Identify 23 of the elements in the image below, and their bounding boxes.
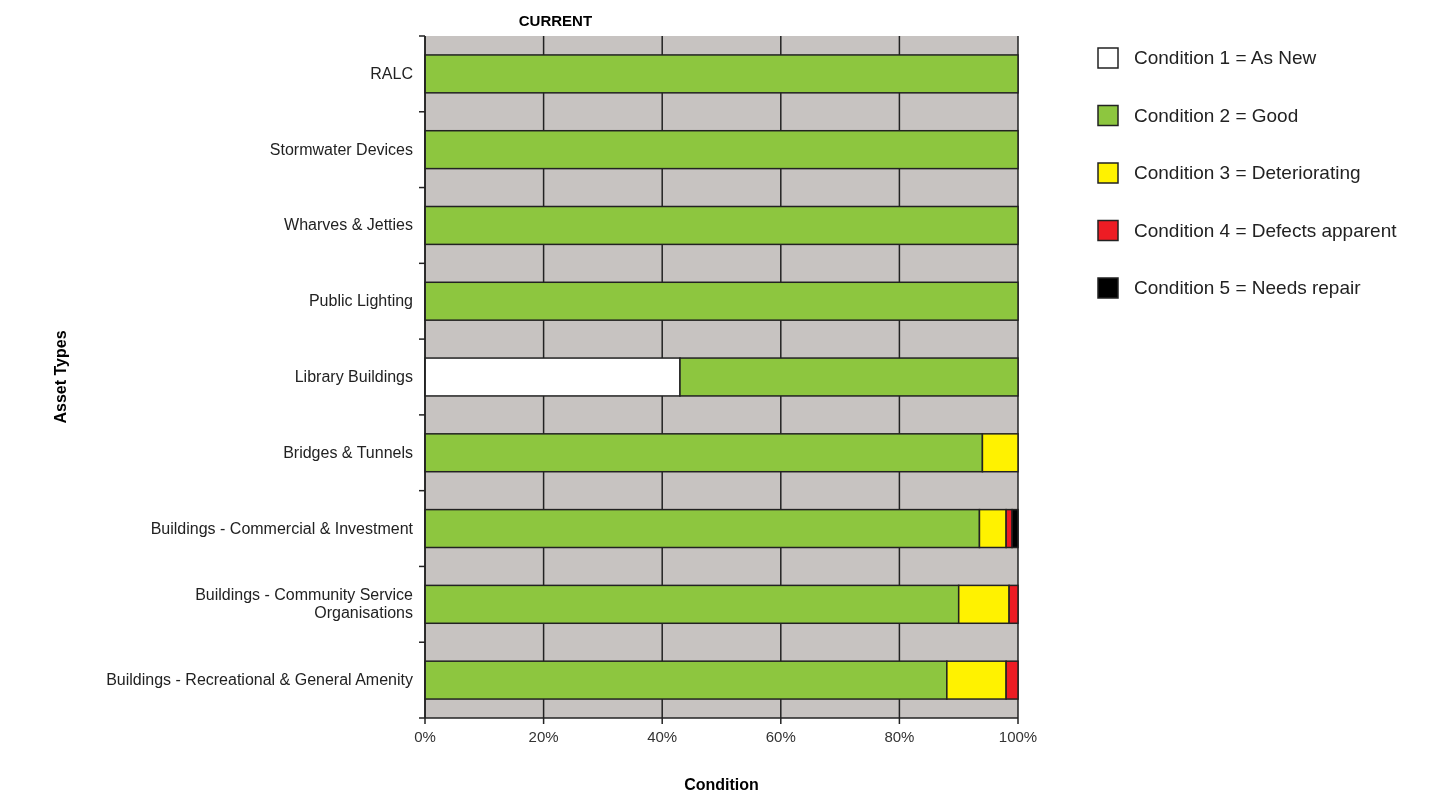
legend-label: Condition 4 = Defects apparent (1134, 219, 1398, 241)
y-tick-label: Library Buildings (294, 368, 413, 385)
x-tick-label: 20% (528, 728, 559, 745)
y-tick-label: Buildings - Community Service Organisations (195, 586, 414, 622)
chart-title: CURRENT (518, 12, 593, 29)
legend-label: Condition 3 = Deteriorating (1134, 162, 1361, 183)
y-tick-label: RALC (370, 64, 413, 82)
y-tick-label: Buildings - Commercial & Investment (150, 519, 414, 537)
y-tick-label: Public Lighting (308, 292, 413, 310)
y-tick-label: Stormwater Devices (269, 140, 413, 158)
y-tick-label: Wharves & Jetties (284, 216, 413, 234)
legend-label: Condition 1 = As New (1134, 47, 1317, 68)
y-tick-label: Bridges & Tunnels (283, 443, 413, 461)
x-tick-label: 60% (765, 728, 796, 745)
x-axis-title: Condition (684, 776, 759, 793)
x-tick-label: 80% (884, 728, 915, 745)
legend-label: Condition 5 = Needs repair (1134, 277, 1362, 298)
legend-label: Condition 2 = Good (1134, 104, 1299, 126)
x-tick-label: 0% (414, 728, 436, 745)
y-axis-title: Asset Types (52, 330, 69, 424)
x-tick-label: 100% (998, 728, 1038, 745)
x-tick-label: 40% (647, 728, 678, 745)
y-tick-label: Buildings - Recreational & General Amenity (106, 671, 413, 689)
